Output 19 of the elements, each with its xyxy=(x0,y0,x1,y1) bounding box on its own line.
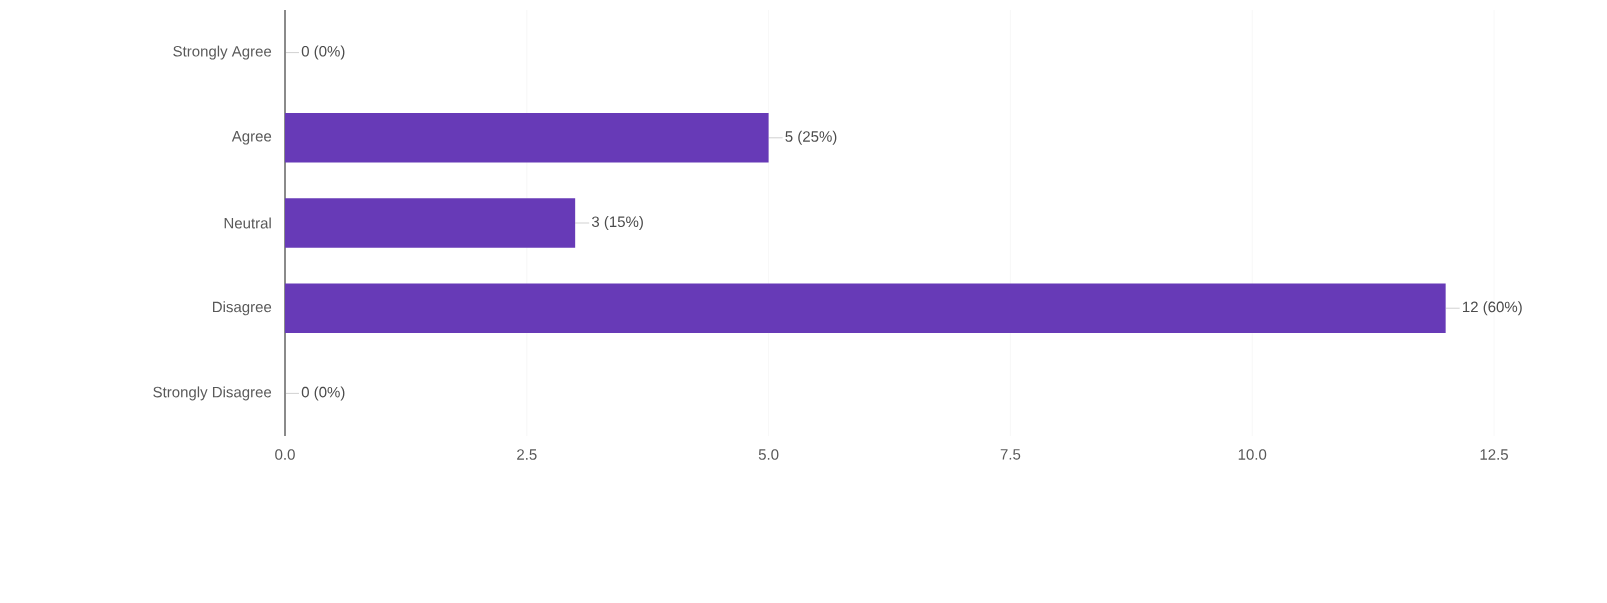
x-tick-label: 10.0 xyxy=(1238,449,1267,460)
bar xyxy=(285,283,1446,333)
bar xyxy=(285,198,576,248)
y-tick-label: Strongly Agree xyxy=(173,45,272,60)
bar xyxy=(285,113,769,163)
x-tick-label: 0.0 xyxy=(275,449,295,460)
data-label: 0 (0%) xyxy=(301,45,345,60)
x-tick-label: 7.5 xyxy=(1000,449,1021,460)
data-label: 3 (15%) xyxy=(591,216,643,230)
data-label: 12 (60%) xyxy=(1462,301,1522,316)
x-tick-label: 12.5 xyxy=(1480,449,1508,460)
x-tick-label: 5.0 xyxy=(758,449,779,460)
y-tick-label: Agree xyxy=(231,131,272,145)
x-tick-label: 2.5 xyxy=(517,449,537,460)
data-label: 0 (0%) xyxy=(301,386,345,401)
y-tick-label: Disagree xyxy=(213,301,272,316)
y-tick-label: Neutral xyxy=(224,217,271,229)
data-label: 5 (25%) xyxy=(785,130,837,145)
y-tick-label: Strongly Disagree xyxy=(153,386,272,401)
